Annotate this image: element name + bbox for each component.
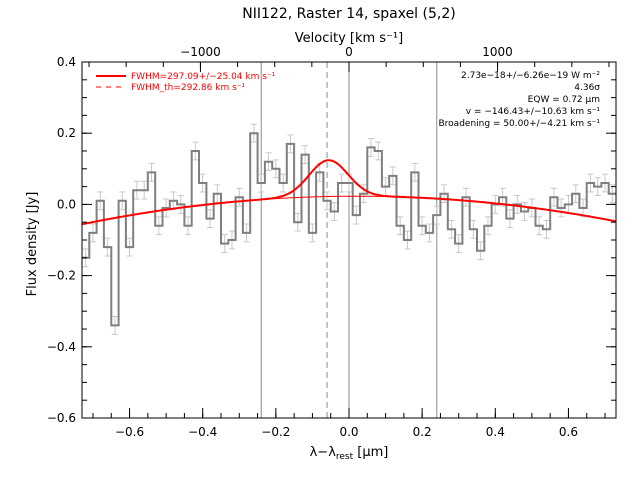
x-axis-label: λ−λrest [μm] [310,445,389,462]
x-tick-label: 0.4 [486,425,505,439]
x-tick-label: −0.2 [261,425,290,439]
chart-title: NII122, Raster 14, spaxel (5,2) [242,6,455,22]
legend-theoretical-label: FWHM_th=292.86 km s⁻¹ [131,83,246,93]
y-tick-label: 0.0 [57,197,76,211]
y-tick-label: −0.2 [47,269,76,283]
x-tick-label: −0.6 [115,425,144,439]
y-tick-label: 0.4 [57,55,76,69]
top-axis-label: Velocity [km s⁻¹] [295,31,403,46]
legend-fit-label: FWHM=297.09+/−25.04 km s⁻¹ [131,72,276,82]
y-axis-label: Flux density [Jy] [25,192,40,297]
y-tick-label: −0.4 [47,340,76,354]
fit-curve [81,159,617,226]
top-tick-label: −1000 [180,45,221,59]
top-tick-label: 1000 [482,45,513,59]
top-tick-label: 0 [345,45,353,59]
annotation-significance: 4.36σ [574,83,600,93]
x-tick-label: 0.2 [413,425,432,439]
x-tick-label: −0.4 [188,425,217,439]
x-axis-label-subscript: rest [336,452,354,462]
y-tick-label: −0.6 [47,411,76,425]
fit-annotations: 2.73e−18+/−6.26e−19 W m⁻² 4.36σ EQW = 0.… [439,71,601,129]
annotation-eqw: EQW = 0.72 μm [528,95,600,105]
annotation-velocity: v = −146.43+/−10.63 km s⁻¹ [466,107,601,117]
legend: FWHM=297.09+/−25.04 km s⁻¹ FWHM_th=292.8… [96,72,276,93]
spectrum-step-line [82,132,616,327]
x-axis-label-unit: [μm] [353,445,388,460]
x-tick-label: 0.0 [339,425,358,439]
plot-area [81,62,617,418]
y-tick-label: 0.2 [57,126,76,140]
x-axis-label-main: λ−λ [310,445,337,460]
plot-frame [81,61,617,419]
annotation-flux: 2.73e−18+/−6.26e−19 W m⁻² [461,71,600,81]
annotation-broadening: Broadening = 50.00+/−4.21 km s⁻¹ [439,119,601,129]
x-tick-label: 0.6 [559,425,578,439]
